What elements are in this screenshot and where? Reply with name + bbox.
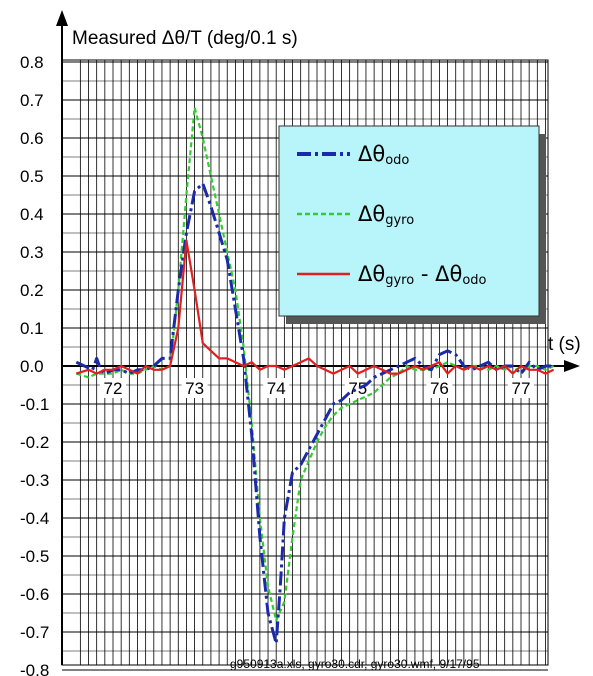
chart-axes <box>56 10 580 665</box>
y-tick-label: 0.7 <box>20 91 44 110</box>
footnote: g950913a.xls, gyro30.cdr, gyro30.wmf, 9/… <box>230 657 480 671</box>
series-diff-line <box>75 239 555 375</box>
x-tick-label: 74 <box>267 379 286 398</box>
legend-label: Δθgyro <box>358 202 414 228</box>
chart-series <box>75 106 555 645</box>
y-tick-label: 0.3 <box>20 243 44 262</box>
y-tick-label: 0.1 <box>20 319 44 338</box>
x-tick-label-bg <box>344 378 371 398</box>
x-tick-label-bg <box>508 378 534 398</box>
x-tick-label-bg <box>100 378 126 398</box>
legend: Δθodo Δθgyro Δθgyro - Δθodo <box>278 125 546 324</box>
x-tick-label-bg <box>181 378 208 398</box>
legend-box <box>278 125 540 317</box>
x-axis-title: t (s) <box>548 334 581 355</box>
y-tick-label: -0.4 <box>20 509 49 528</box>
x-tick-label-bg <box>426 378 453 398</box>
y-tick-label: -0.8 <box>20 661 49 676</box>
y-tick-label: -0.7 <box>20 623 49 642</box>
x-axis-arrow <box>564 360 580 372</box>
x-tick-labels: 72 73 74 75 76 77 <box>100 378 534 398</box>
y-tick-label: 0.0 <box>20 357 44 376</box>
legend-label: Δθodo <box>358 142 409 168</box>
y-tick-label: 0.5 <box>20 167 44 186</box>
x-tick-label: 75 <box>348 379 367 398</box>
y-tick-label: 0.4 <box>20 205 44 224</box>
x-tick-label: 76 <box>430 379 449 398</box>
y-tick-labels: 0.8 0.7 0.6 0.5 0.4 0.3 0.2 0.1 0.0 -0.1 -0.2 -0.3 -… <box>20 53 49 676</box>
y-tick-label: 0.8 <box>20 53 44 72</box>
y-tick-label: -0.1 <box>20 395 49 414</box>
x-tick-label: 77 <box>512 379 531 398</box>
x-tick-label-bg <box>263 378 290 398</box>
y-tick-label: -0.2 <box>20 433 49 452</box>
legend-label: Δθgyro - Δθodo <box>358 262 487 288</box>
series-odo-line <box>75 182 554 645</box>
y-tick-label: 0.2 <box>20 281 44 300</box>
x-tick-label: 72 <box>104 379 123 398</box>
y-tick-label: -0.5 <box>20 547 49 566</box>
y-axis-title: Measured Δθ/T (deg/0.1 s) <box>72 28 298 49</box>
y-tick-label: 0.6 <box>20 129 44 148</box>
y-tick-label: -0.3 <box>20 471 49 490</box>
series-gyro-line <box>75 106 555 622</box>
x-tick-label: 73 <box>185 379 204 398</box>
y-axis-arrow <box>56 10 68 26</box>
y-tick-label: -0.6 <box>20 585 49 604</box>
